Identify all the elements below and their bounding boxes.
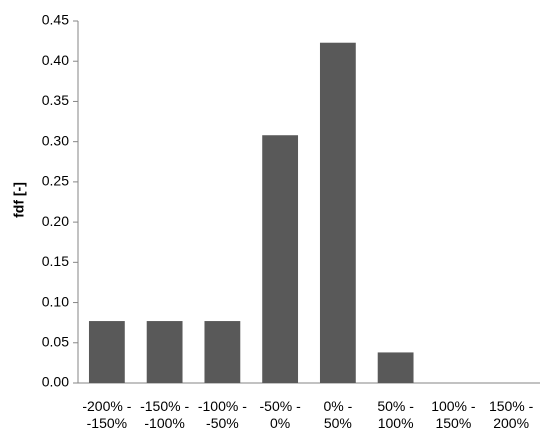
x-tick-label: 150% - 200% (488, 398, 534, 431)
x-tick-label: 100% - 150% (431, 398, 476, 431)
x-tick-label: -50% - 0% (259, 398, 301, 431)
y-tick-label: 0.00 (42, 374, 69, 390)
y-tick-label: 0.05 (42, 333, 69, 349)
x-tick-label: -150% - -100% (140, 398, 190, 431)
y-tick-label: 0.40 (42, 52, 69, 68)
x-tick-label: -200% - -150% (82, 398, 132, 431)
x-tick-label: 50% - 100% (377, 398, 414, 431)
x-tick-label: 0% - 50% (323, 398, 353, 431)
y-tick-label: 0.30 (42, 132, 69, 148)
bar (319, 42, 356, 383)
bar (146, 321, 183, 383)
y-tick-label: 0.35 (42, 92, 69, 108)
x-tick-label: -100% - -50% (197, 398, 247, 431)
y-tick-label: 0.10 (42, 293, 69, 309)
y-axis-label: fdf [-] (11, 182, 27, 218)
y-tick-label: 0.45 (42, 12, 69, 28)
y-tick-label: 0.15 (42, 253, 69, 269)
bar (377, 352, 414, 383)
bar (88, 321, 125, 383)
bar (262, 135, 299, 383)
y-tick-label: 0.20 (42, 213, 69, 229)
y-tick-label: 0.25 (42, 173, 69, 189)
bar (204, 321, 241, 383)
